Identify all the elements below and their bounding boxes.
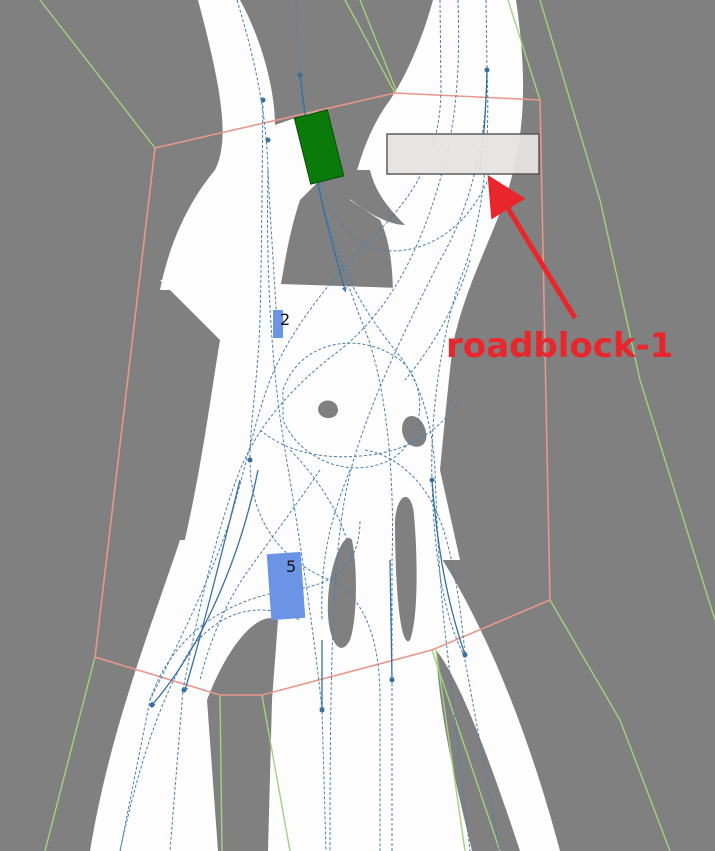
edge-line-4 <box>507 0 541 101</box>
lane-14 <box>119 609 301 851</box>
island-south-west <box>207 618 278 851</box>
intersection-boundary <box>94 92 551 696</box>
island-north <box>320 170 405 225</box>
road-islands <box>207 170 520 851</box>
lane-solid-4 <box>150 469 259 707</box>
ego-vehicle <box>293 109 345 185</box>
island-east-long <box>395 496 417 642</box>
vehicle-5-label: 5 <box>286 557 296 576</box>
lane-tick-4 <box>265 137 271 143</box>
road-north-left <box>160 0 330 290</box>
lane-solid-7 <box>431 479 467 658</box>
road-surface <box>90 0 560 851</box>
vehicle-2-label: 2 <box>280 310 290 329</box>
lane-2 <box>295 0 302 77</box>
lane-tick-2 <box>484 67 490 73</box>
lane-tick-8 <box>181 687 187 693</box>
road-south <box>90 540 560 851</box>
vehicle-5 <box>266 551 306 621</box>
roadblock-1 <box>386 133 540 175</box>
edge-line-3 <box>359 0 397 91</box>
lane-solid-markers <box>150 69 488 713</box>
lane-20 <box>404 259 471 381</box>
lane-tick-5 <box>319 707 325 713</box>
edge-line-11 <box>435 649 466 851</box>
road-junction-core <box>160 280 460 560</box>
lane-tick-6 <box>389 677 395 683</box>
edge-line-1 <box>39 0 156 149</box>
vehicle-2 <box>273 310 283 338</box>
lane-tick-3 <box>260 97 266 103</box>
lane-4 <box>267 169 327 851</box>
lane-8 <box>169 0 460 851</box>
roadblock-label: roadblock-1 <box>446 326 673 366</box>
lane-15 <box>364 449 466 656</box>
edge-line-10 <box>431 649 501 851</box>
lane-7 <box>119 0 442 851</box>
lane-solid-5 <box>389 559 395 683</box>
edge-line-5 <box>539 0 715 621</box>
edge-line-9 <box>261 694 291 851</box>
edge-line-2 <box>344 0 396 94</box>
island-small-round <box>318 400 339 419</box>
edge-line-8 <box>219 694 223 851</box>
lane-solid-3 <box>183 479 241 693</box>
lane-tick-1 <box>297 72 303 78</box>
lane-tick-7 <box>462 652 468 658</box>
lane-10 <box>317 177 471 851</box>
annotation-arrow <box>487 174 578 320</box>
island-center-long <box>327 538 356 648</box>
lane-tick-9 <box>149 702 155 708</box>
edge-line-7 <box>44 656 96 851</box>
lane-1 <box>236 0 279 332</box>
lane-solid-1 <box>299 74 347 293</box>
lane-18 <box>199 469 321 681</box>
road-north-right <box>350 0 524 360</box>
road-edge-lines <box>39 0 715 851</box>
lane-tick-11 <box>429 477 435 483</box>
edge-line-6 <box>549 599 671 851</box>
lane-tick-10 <box>247 457 253 463</box>
island-south-east <box>436 650 520 851</box>
lane-6 <box>431 69 501 851</box>
lane-11 <box>319 179 489 252</box>
lane-arrow-ticks <box>149 67 490 713</box>
island-east-oval <box>402 415 427 447</box>
lane-16 <box>259 399 461 458</box>
